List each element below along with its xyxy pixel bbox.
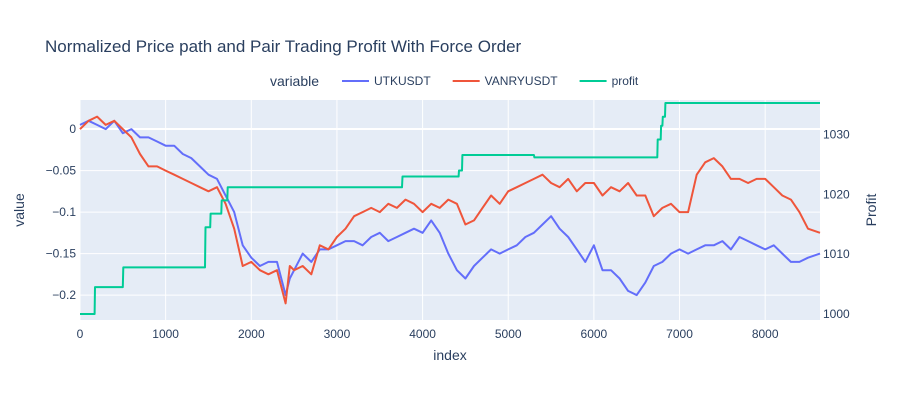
y-tick-label: −0.2 [52,288,76,302]
x-tick-label: 3000 [324,327,351,341]
x-tick-label: 7000 [666,327,693,341]
x-tick-label: 8000 [752,327,779,341]
y-tick-label: −0.1 [52,205,76,219]
y-tick-label: −0.05 [46,164,77,178]
y-tick-label: −0.15 [46,247,77,261]
y-tick-label: 0 [69,122,76,136]
series-layer [79,102,821,315]
x-tick-label: 4000 [409,327,436,341]
legend-label-utkusdt[interactable]: UTKUSDT [374,74,431,88]
y2-tick-label: 1000 [823,307,850,321]
y2-tick-label: 1030 [823,128,850,142]
x-tick-label: 2000 [238,327,265,341]
chart-title: Normalized Price path and Pair Trading P… [45,37,522,56]
legend-label-vanryusdt[interactable]: VANRYUSDT [485,74,559,88]
legend: variable UTKUSDT VANRYUSDT profit [270,73,639,89]
legend-label-profit[interactable]: profit [612,74,639,88]
plot-area [80,100,820,320]
x-tick-label: 1000 [152,327,179,341]
y2-axis-title: Profit [863,194,879,227]
y2-tick-label: 1010 [823,247,850,261]
x-axis-title: index [433,347,466,363]
legend-title: variable [270,73,319,89]
y2-tick-label: 1020 [823,187,850,201]
y-axis-title: value [11,193,27,227]
series-line-profit [80,102,820,315]
x-tick-label: 0 [77,327,84,341]
ticks: 0 1000 2000 3000 4000 5000 6000 7000 8000 0 −0.05 −… [46,122,850,341]
x-tick-label: 6000 [581,327,608,341]
x-tick-label: 5000 [495,327,522,341]
series-line-vanryusdt [79,115,821,305]
series-line-utkusdt [79,119,821,297]
